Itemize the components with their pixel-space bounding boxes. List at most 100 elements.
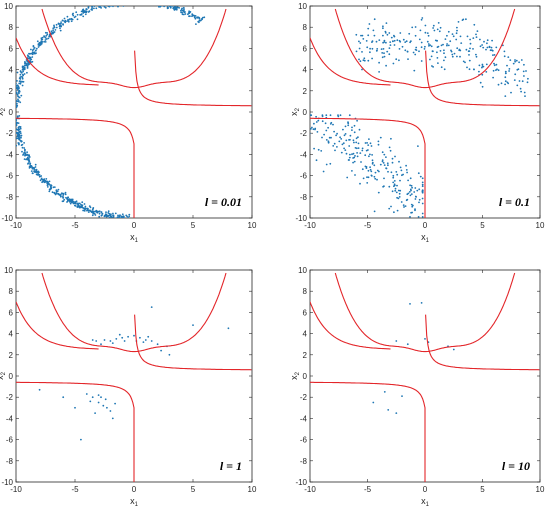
- data-point: [373, 175, 376, 178]
- data-point: [129, 1, 131, 3]
- data-point: [129, 219, 131, 221]
- panel-label: l = 0.01: [205, 195, 242, 209]
- data-point: [344, 149, 347, 152]
- data-point: [150, 3, 152, 5]
- data-point: [387, 409, 390, 411]
- data-point: [70, 198, 72, 201]
- data-point: [345, 139, 348, 142]
- data-point: [38, 42, 41, 44]
- y-tick-label: -6: [6, 172, 14, 181]
- data-point: [381, 160, 384, 163]
- data-point: [34, 166, 37, 168]
- data-point: [353, 131, 356, 134]
- data-point: [52, 32, 55, 34]
- data-point: [437, 45, 440, 48]
- y-tick-label: 4: [9, 66, 14, 75]
- data-point: [26, 151, 28, 154]
- data-point: [16, 105, 17, 108]
- data-point: [409, 184, 411, 187]
- data-point: [481, 63, 484, 66]
- data-point: [353, 156, 356, 159]
- data-point: [395, 412, 398, 414]
- data-point: [439, 26, 442, 29]
- data-point: [115, 3, 117, 5]
- data-point: [490, 46, 493, 49]
- data-point: [362, 59, 365, 62]
- data-point: [31, 56, 34, 58]
- data-point: [181, 13, 184, 16]
- data-point: [160, 3, 162, 5]
- data-point: [121, 0, 123, 2]
- data-point: [377, 143, 380, 146]
- data-point: [104, 6, 107, 9]
- data-point: [153, 2, 155, 4]
- data-point: [114, 2, 116, 4]
- data-point: [24, 148, 26, 151]
- data-point: [411, 26, 414, 29]
- data-point: [113, 4, 115, 6]
- data-point: [359, 60, 362, 63]
- data-point: [151, 3, 153, 5]
- data-point: [141, 1, 143, 3]
- data-point: [89, 206, 92, 209]
- data-point: [398, 196, 401, 198]
- data-point: [420, 302, 423, 304]
- data-point: [414, 53, 417, 56]
- panel-label: l = 0.1: [499, 195, 530, 209]
- x-tick-label: -10: [304, 221, 316, 230]
- y-tick-label: -2: [6, 129, 14, 138]
- y-tick-label: 0: [303, 372, 308, 381]
- data-point: [18, 80, 21, 83]
- data-point: [411, 186, 413, 189]
- data-point: [180, 9, 182, 12]
- data-point: [75, 200, 78, 203]
- red-curve-3: [134, 50, 252, 107]
- data-point: [502, 44, 504, 47]
- data-point: [127, 219, 129, 221]
- x-tick-label: 10: [536, 221, 545, 230]
- data-point: [123, 0, 125, 2]
- data-point: [21, 65, 24, 68]
- data-point: [417, 216, 420, 218]
- data-point: [76, 13, 79, 16]
- data-point: [405, 40, 408, 43]
- data-point: [383, 39, 386, 42]
- data-point: [413, 191, 416, 193]
- data-point: [40, 42, 43, 45]
- data-point: [481, 85, 484, 88]
- data-point: [397, 189, 400, 192]
- data-point: [110, 6, 112, 7]
- data-point: [491, 49, 493, 52]
- y-tick-label: -8: [6, 193, 14, 202]
- data-point: [50, 30, 53, 33]
- data-point: [421, 216, 424, 218]
- data-point: [316, 131, 319, 133]
- data-point: [79, 14, 81, 16]
- data-point: [378, 61, 380, 64]
- y-axis-label: x2: [289, 107, 301, 116]
- data-point: [20, 140, 23, 143]
- data-point: [390, 171, 393, 174]
- data-point: [430, 45, 433, 48]
- data-point: [59, 29, 62, 32]
- data-point: [341, 143, 344, 146]
- panel-label: l = 1: [220, 459, 242, 473]
- data-point: [130, 0, 132, 1]
- data-point: [19, 82, 22, 85]
- data-point: [444, 56, 447, 59]
- data-point: [393, 44, 396, 46]
- data-point: [94, 412, 96, 414]
- data-point: [63, 17, 66, 20]
- data-point: [478, 70, 480, 73]
- data-point: [17, 122, 20, 124]
- plot-area: [16, 0, 252, 221]
- data-point: [478, 64, 481, 67]
- data-point: [505, 72, 507, 75]
- data-point: [456, 26, 458, 29]
- data-point: [106, 406, 108, 409]
- data-point: [379, 163, 382, 166]
- data-point: [100, 7, 102, 9]
- data-point: [311, 126, 313, 129]
- data-point: [325, 163, 328, 166]
